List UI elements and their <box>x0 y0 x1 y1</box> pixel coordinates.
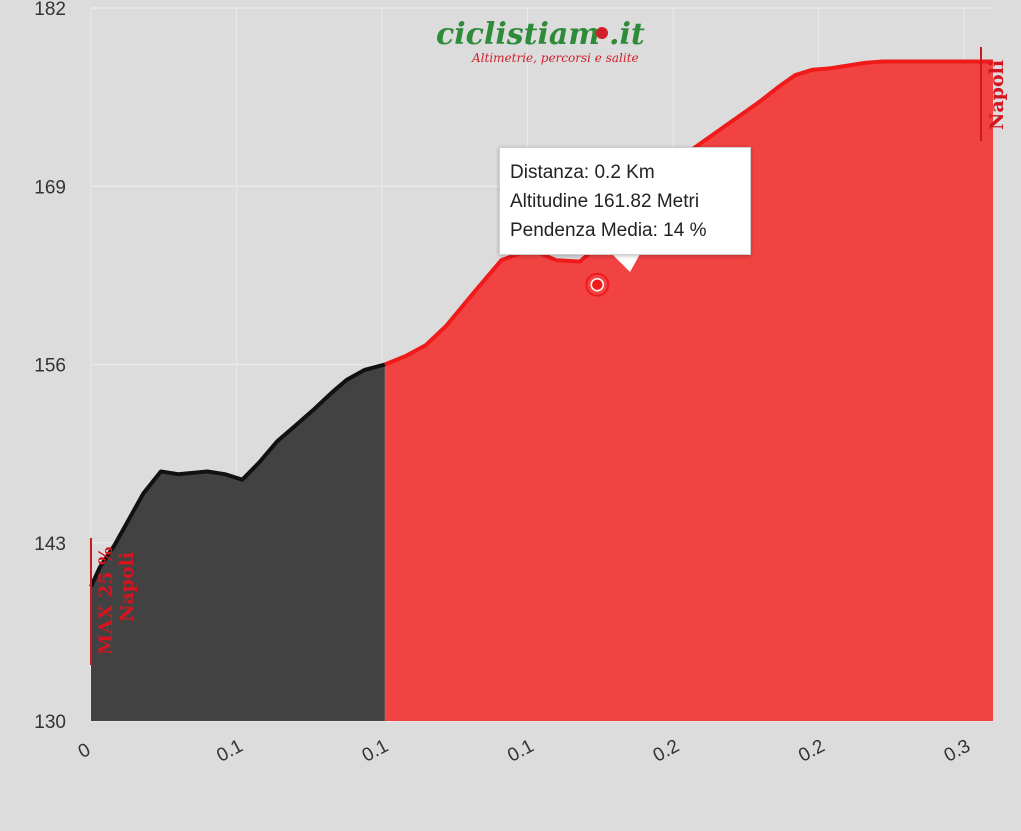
end-marker-name: Napoli <box>986 60 1008 130</box>
x-tick-label: 0.3 <box>941 736 974 767</box>
x-tick-label: 0.1 <box>213 736 246 767</box>
y-axis-ticks: 130 143 156 169 182 <box>34 0 66 733</box>
tooltip: Distanza: 0.2 Km Altitudine 161.82 Metri… <box>499 147 751 255</box>
logo: ciclistiam .it Altimetrie, percorsi e sa… <box>436 17 645 65</box>
tooltip-altitude: Altitudine 161.82 Metri <box>510 191 700 212</box>
y-tick-label: 156 <box>34 356 66 377</box>
tooltip-distance: Distanza: 0.2 Km <box>510 162 655 183</box>
tooltip-gradient: Pendenza Media: 14 % <box>510 220 707 241</box>
x-tick-label: 0.2 <box>795 736 828 767</box>
end-marker: Napoli <box>980 47 1008 141</box>
climb-area-dark <box>91 364 385 721</box>
logo-tagline: Altimetrie, percorsi e salite <box>471 51 639 65</box>
climb-area-red <box>384 61 993 722</box>
x-tick-label: 0 <box>75 739 94 763</box>
x-tick-label: 0.2 <box>650 736 683 767</box>
x-tick-label: 0.1 <box>359 736 392 767</box>
hover-point-dot[interactable] <box>590 277 605 292</box>
profile-line-dark <box>89 362 386 588</box>
tooltip-tail <box>612 254 640 272</box>
y-tick-label: 143 <box>34 534 66 555</box>
x-axis-ticks: 0 0.1 0.1 0.1 0.2 0.2 0.3 <box>75 736 974 767</box>
start-marker-max: MAX 25 % <box>95 547 117 655</box>
x-tick-label: 0.1 <box>504 736 537 767</box>
hover-point-ring[interactable] <box>585 272 610 297</box>
profile-line-red <box>384 59 993 367</box>
logo-suffix: .it <box>609 17 645 52</box>
y-tick-label: 182 <box>34 0 66 20</box>
logo-bike-icon <box>596 27 608 39</box>
y-tick-label: 130 <box>34 712 66 733</box>
y-tick-label: 169 <box>34 177 66 198</box>
logo-text: ciclistiam <box>436 17 600 52</box>
start-marker-name: Napoli <box>116 552 138 622</box>
profile-areas <box>89 59 993 722</box>
hover-point[interactable] <box>585 272 610 297</box>
start-marker: MAX 25 % Napoli <box>90 538 138 665</box>
